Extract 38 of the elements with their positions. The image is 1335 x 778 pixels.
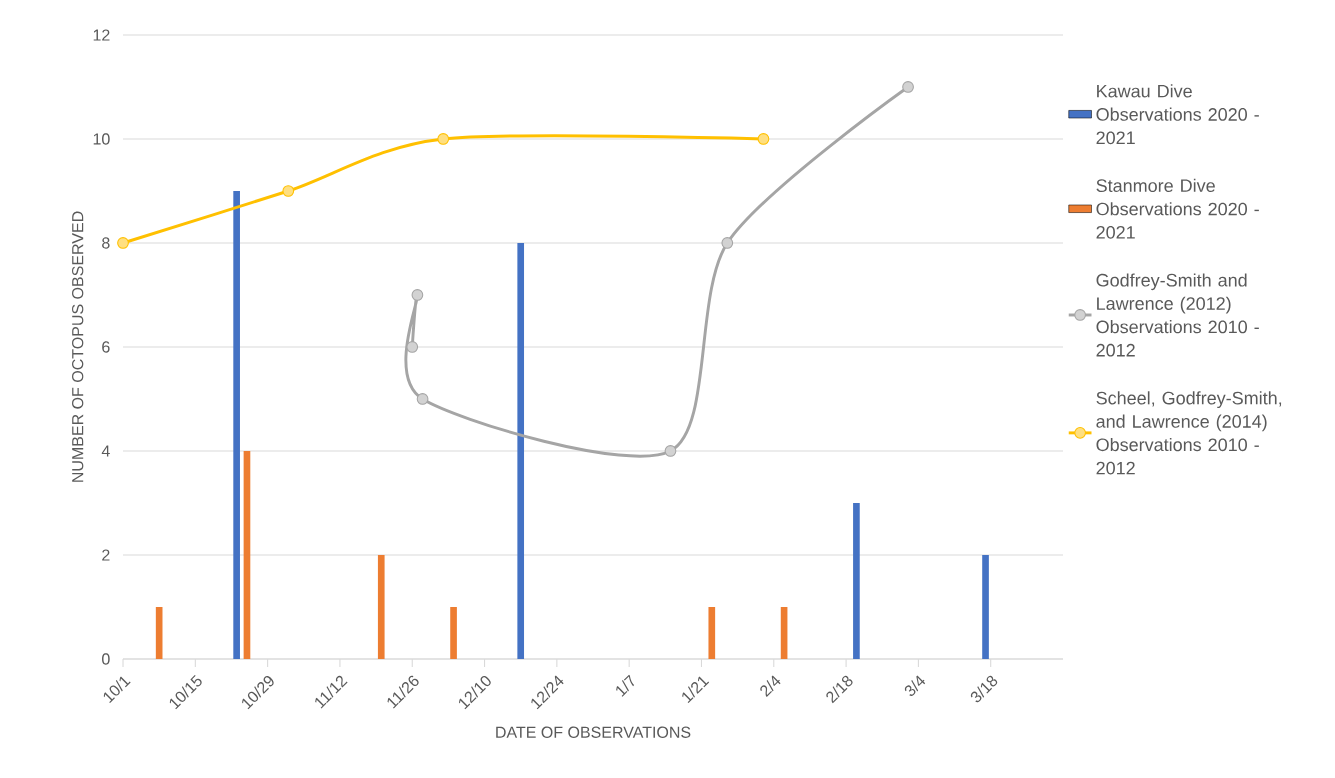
- legend-label: Godfrey-Smith and Lawrence (2012) Observations 2010 - 2012: [1096, 273, 1259, 357]
- x-tick-label: 1/7: [616, 674, 635, 697]
- bar: [155, 606, 163, 659]
- point: [282, 185, 295, 197]
- y-tick-label: 2: [102, 549, 110, 561]
- y-tick-label: 10: [93, 133, 110, 145]
- y-tick-label: 8: [102, 237, 110, 249]
- bar: [233, 190, 240, 659]
- x-axis-title: DATE OF OBSERVATIONS: [496, 726, 691, 738]
- point: [437, 133, 450, 145]
- legend-label: Scheel, Godfrey-Smith, and Lawrence (2014) Observations 2010 - 2012: [1096, 391, 1282, 475]
- point: [664, 445, 677, 457]
- y-tick-label: 0: [102, 653, 110, 665]
- point: [416, 393, 429, 405]
- bar: [982, 554, 989, 659]
- y-axis-title: NUMBER OF OCTOPUS OBSERVED: [72, 211, 84, 482]
- x-tick-label: 1/21: [682, 676, 710, 704]
- bar: [450, 606, 457, 659]
- bar: [780, 606, 788, 659]
- y-tick-label: 6: [102, 341, 110, 353]
- bar: [853, 502, 860, 659]
- bar: [708, 606, 716, 659]
- x-tick-label: 10/1: [103, 676, 131, 704]
- x-tick-label: 3/4: [904, 675, 926, 696]
- point: [411, 289, 424, 301]
- point: [117, 237, 129, 249]
- bar: [517, 242, 525, 659]
- y-tick-label: 4: [101, 445, 110, 457]
- bar: [377, 554, 385, 659]
- point: [721, 237, 734, 249]
- y-tick-label: 12: [93, 29, 110, 41]
- point: [902, 81, 914, 93]
- x-tick-label: 2/4: [760, 675, 781, 698]
- point: [757, 133, 770, 145]
- legend-label: Kawau Dive Observations 2020 - 2021: [1096, 84, 1259, 145]
- bar: [243, 450, 251, 659]
- legend-label: Stanmore Dive Observations 2020 - 2021: [1096, 178, 1259, 239]
- point: [406, 341, 419, 353]
